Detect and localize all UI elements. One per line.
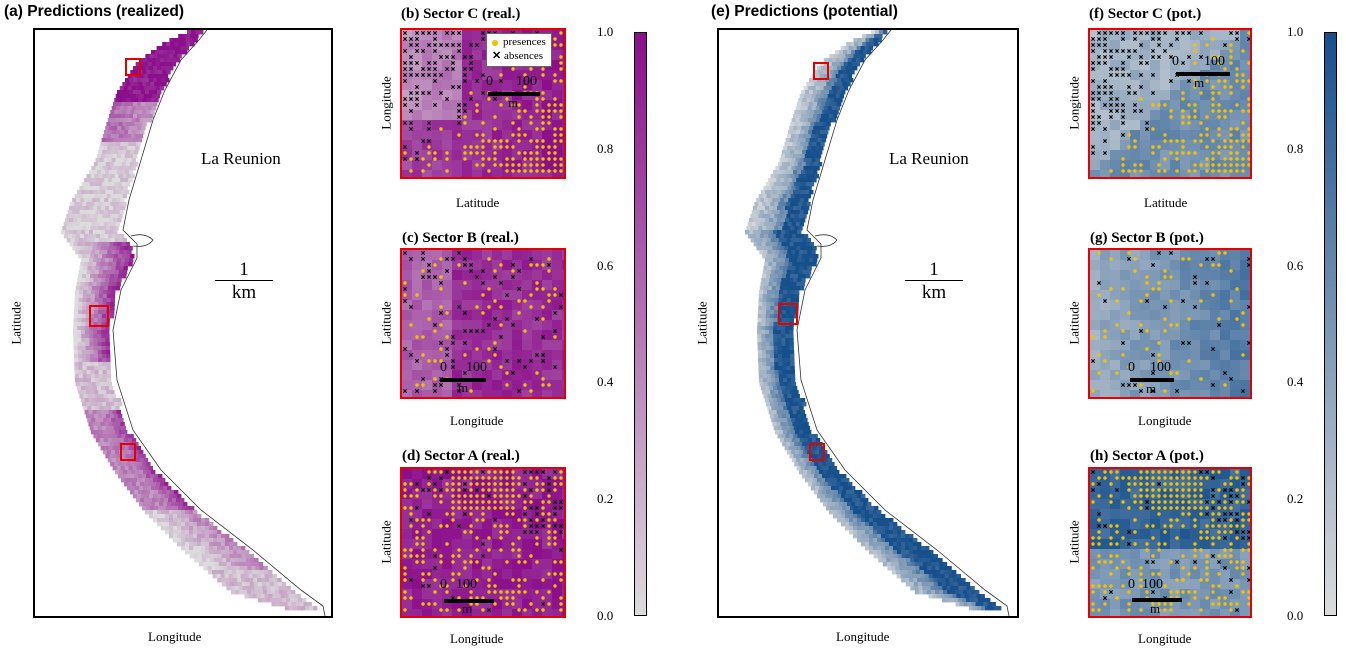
panel-d-scale-unit: m bbox=[462, 601, 473, 616]
panel-g-scale-zero: 0 bbox=[1128, 360, 1135, 375]
panel-g-sector-map bbox=[1090, 250, 1250, 397]
panel-d-scalebar: 0 100 m bbox=[440, 577, 500, 616]
panel-f-sector-map bbox=[1090, 30, 1250, 177]
panel-h-scale-zero: 0 bbox=[1128, 577, 1135, 592]
panel-b-ylabel: Longitude bbox=[378, 76, 394, 130]
legend-presences-label: presences bbox=[503, 36, 546, 48]
panel-h-title: (h) Sector A (pot.) bbox=[1090, 448, 1204, 464]
panel-f-title: (f) Sector C (pot.) bbox=[1089, 6, 1202, 22]
colorbar-tick-label: 0.6 bbox=[597, 257, 614, 273]
panel-h-scale-end: 100 bbox=[1142, 577, 1163, 592]
absence-marker-icon: ✕ bbox=[492, 50, 502, 63]
panel-h-scale-unit: m bbox=[1150, 601, 1161, 616]
panel-a-ylabel: Latitude bbox=[8, 301, 24, 345]
panel-e-ylabel: Latitude bbox=[694, 301, 710, 345]
panel-g-ylabel: Latitude bbox=[1066, 301, 1082, 345]
panel-h-xlabel: Longitude bbox=[1138, 631, 1192, 646]
colorbar-tick-label: 0.0 bbox=[597, 608, 614, 623]
panel-e-xlabel: Longitude bbox=[836, 629, 890, 644]
panel-f-scalebar: 0 100 m bbox=[1172, 54, 1236, 90]
panel-b-scalebar: 0 100 m bbox=[486, 74, 546, 110]
colorbar-tick-label: 0.2 bbox=[597, 491, 614, 507]
colorbar-realized bbox=[634, 32, 647, 616]
panel-d-ylabel: Latitude bbox=[378, 520, 394, 564]
colorbar-tick-label: 0.4 bbox=[1287, 374, 1304, 390]
panel-e-map-frame: La Reunion 1 km bbox=[717, 28, 1019, 618]
panel-c-title: (c) Sector B (real.) bbox=[402, 230, 519, 246]
panel-a-place-label: La Reunion bbox=[201, 149, 281, 168]
panel-b-scale-end: 100 bbox=[516, 74, 537, 89]
panel-g-frame bbox=[1088, 248, 1252, 399]
panel-g-title: (g) Sector B (pot.) bbox=[1090, 230, 1204, 246]
colorbar-potential bbox=[1324, 32, 1337, 616]
panel-e-scale-value: 1 bbox=[929, 259, 939, 280]
colorbar-tick-label: 0.4 bbox=[597, 374, 614, 390]
panel-d-scale-zero: 0 bbox=[440, 577, 447, 592]
panel-a-scale-value: 1 bbox=[239, 259, 249, 280]
panel-d-scale-end: 100 bbox=[456, 577, 477, 592]
panel-b-scale-unit: m bbox=[508, 95, 519, 110]
panel-a-scale-unit: km bbox=[231, 282, 257, 303]
panel-d-frame bbox=[400, 467, 566, 618]
panel-d-xlabel: Longitude bbox=[450, 631, 504, 646]
panel-f-scale-zero: 0 bbox=[1172, 54, 1179, 69]
colorbar-tick-label: 0.8 bbox=[597, 140, 614, 156]
panel-g-scalebar: 0 100 m bbox=[1128, 360, 1192, 396]
panel-a-map bbox=[61, 29, 326, 617]
panel-f-ylabel: Longitude bbox=[1066, 76, 1082, 130]
panel-e-place-label: La Reunion bbox=[889, 149, 969, 168]
panel-h-frame bbox=[1088, 467, 1252, 618]
panel-f-scale-end: 100 bbox=[1204, 54, 1225, 69]
panel-h-scalebar: 0 100 m bbox=[1128, 577, 1192, 616]
colorbar-tick-label: 0.0 bbox=[1287, 608, 1304, 623]
panel-e-scale: 1 km bbox=[905, 260, 963, 302]
panel-b-xlabel: Latitude bbox=[456, 195, 500, 210]
panel-c-scalebar: 0 100 m bbox=[440, 360, 500, 396]
panel-f-xlabel: Latitude bbox=[1144, 195, 1188, 210]
legend-absences-label: absences bbox=[504, 49, 544, 62]
panel-c-scale-end: 100 bbox=[466, 360, 487, 375]
panel-g-scale-end: 100 bbox=[1150, 360, 1171, 375]
panel-c-xlabel: Longitude bbox=[450, 413, 504, 428]
panel-e-scale-unit: km bbox=[921, 282, 947, 303]
panel-c-ylabel: Latitude bbox=[378, 301, 394, 345]
colorbar-tick-label: 1.0 bbox=[1287, 24, 1304, 39]
panel-g-xlabel: Longitude bbox=[1138, 413, 1192, 428]
panel-a-xlabel: Longitude bbox=[148, 629, 202, 644]
panel-f-frame bbox=[1088, 28, 1252, 179]
panel-h-ylabel: Latitude bbox=[1066, 520, 1082, 564]
colorbar-tick-label: 1.0 bbox=[597, 24, 614, 39]
panel-f-scale-unit: m bbox=[1194, 75, 1205, 90]
panel-c-scale-zero: 0 bbox=[440, 360, 447, 375]
colorbar-tick-label: 0.6 bbox=[1287, 257, 1304, 273]
panel-a-scale: 1 km bbox=[215, 260, 273, 302]
panel-b-scale-zero: 0 bbox=[486, 74, 493, 89]
panel-h-sector-map bbox=[1090, 469, 1250, 616]
panel-b-title: (b) Sector C (real.) bbox=[401, 6, 521, 22]
panel-g-scale-unit: m bbox=[1146, 381, 1157, 396]
presence-marker-icon bbox=[492, 39, 498, 46]
colorbar-tick-label: 0.8 bbox=[1287, 140, 1304, 156]
panel-d-sector-map bbox=[402, 469, 564, 616]
colorbar-tick-label: 0.2 bbox=[1287, 491, 1304, 507]
panel-e-title: (e) Predictions (potential) bbox=[711, 3, 898, 20]
panel-d-title: (d) Sector A (real.) bbox=[402, 448, 520, 464]
panel-c-scale-unit: m bbox=[458, 380, 469, 395]
panel-a-title: (a) Predictions (realized) bbox=[4, 3, 185, 20]
legend: presences ✕ absences bbox=[486, 33, 552, 67]
panel-a-map-frame: La Reunion 1 km bbox=[33, 28, 333, 618]
panel-c-frame bbox=[400, 248, 566, 399]
panel-e-map bbox=[745, 29, 1010, 617]
panel-c-sector-map bbox=[402, 250, 564, 397]
